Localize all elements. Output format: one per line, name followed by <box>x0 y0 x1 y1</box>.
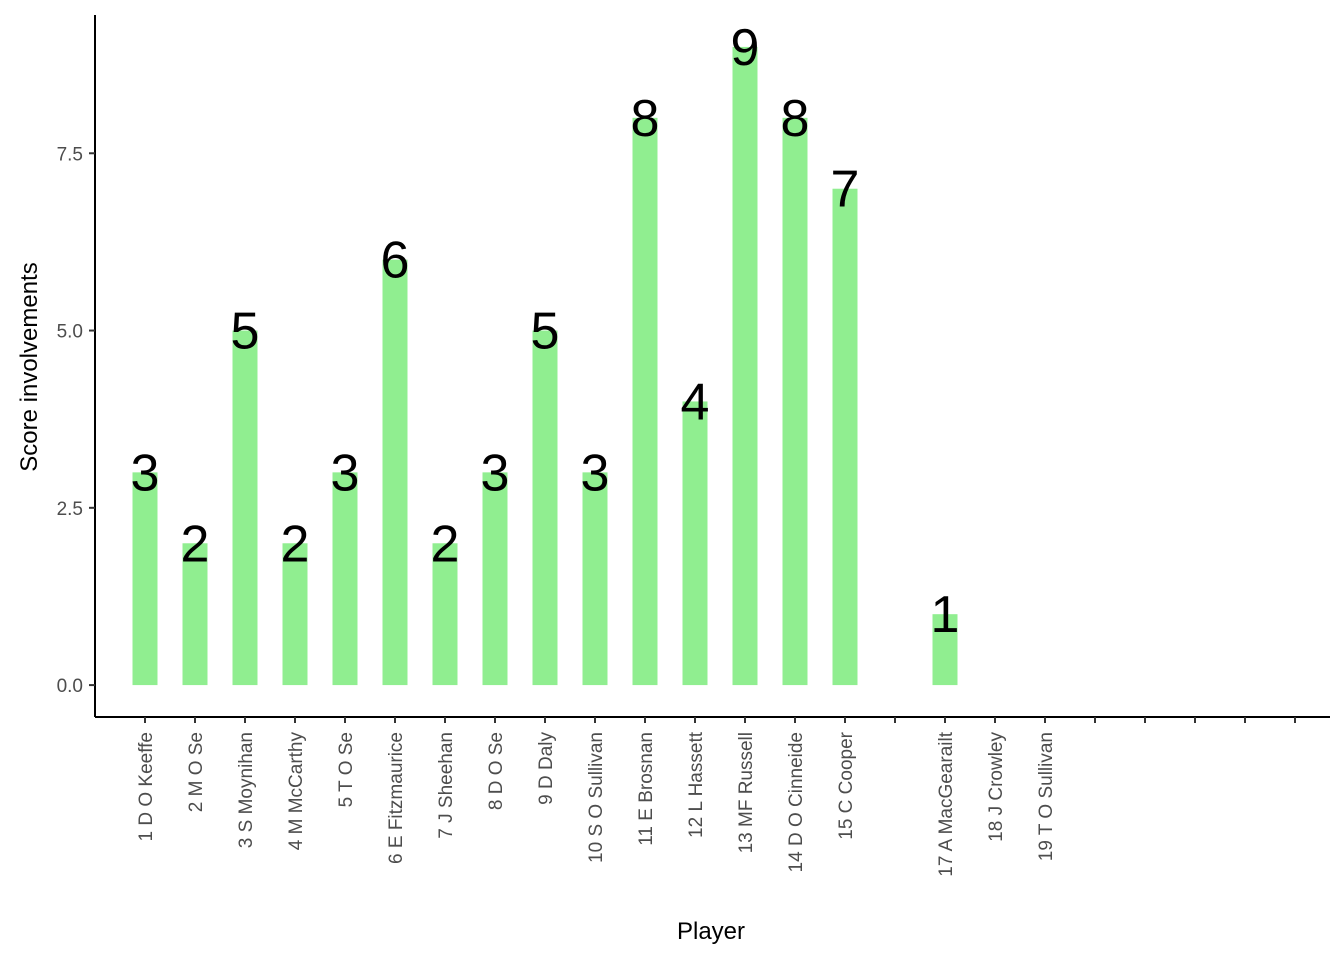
x-tick-label: 12 L Hassett <box>686 731 707 838</box>
data-label: 2 <box>181 515 210 573</box>
data-label: 4 <box>681 373 710 431</box>
x-tick-label: 10 S O Sullivan <box>586 732 607 863</box>
y-tick-label: 5.0 <box>57 322 83 343</box>
data-label: 3 <box>331 444 360 502</box>
x-tick-label: 4 M McCarthy <box>286 732 307 851</box>
x-tick-label: 9 D Daly <box>536 732 557 805</box>
bar <box>832 188 858 686</box>
bar <box>332 472 358 686</box>
x-axis-title: Player <box>677 918 745 945</box>
data-label: 8 <box>631 90 660 148</box>
data-label: 9 <box>731 19 760 77</box>
bar <box>632 117 658 686</box>
x-tick-label: 8 D O Se <box>486 732 507 810</box>
y-tick-label: 0.0 <box>57 676 83 697</box>
x-tick-label: 1 D O Keeffe <box>136 732 157 842</box>
bar <box>582 472 608 686</box>
x-tick-label: 11 E Brosnan <box>636 732 657 846</box>
data-label: 2 <box>281 515 310 573</box>
y-tick-label: 7.5 <box>57 144 83 165</box>
axes-layer: 0.0 2.5 5.0 7.5 1 D O Keeffe 2 M O Se 3 S Moyn… <box>57 15 1330 877</box>
bar <box>382 259 408 686</box>
y-tick-label: 2.5 <box>57 499 83 520</box>
x-tick-label: 6 E Fitzmaurice <box>386 732 407 864</box>
y-axis-title: Score involvements <box>16 262 43 471</box>
data-label: 5 <box>231 303 260 361</box>
data-label: 5 <box>531 303 560 361</box>
x-tick-label: 17 A MacGearailt <box>936 731 957 876</box>
x-tick-label: 13 MF Russell <box>736 732 757 853</box>
data-label: 1 <box>931 586 960 644</box>
bar <box>532 330 558 686</box>
x-tick-label: 19 T O Sullivan <box>1036 732 1057 861</box>
bar <box>182 543 208 686</box>
data-label: 3 <box>581 444 610 502</box>
x-tick-label: 18 J Crowley <box>986 732 1007 842</box>
data-label: 7 <box>831 161 860 219</box>
bar <box>932 614 958 686</box>
x-tick-label: 14 D O Cinneide <box>786 732 807 872</box>
x-tick-label: 15 C Cooper <box>836 731 857 839</box>
bar <box>432 543 458 686</box>
x-tick-label: 2 M O Se <box>186 732 207 812</box>
x-tick-label: 3 S Moynihan <box>236 732 257 848</box>
bar <box>132 472 158 686</box>
bar <box>232 330 258 686</box>
x-tick-label: 5 T O Se <box>336 732 357 807</box>
data-label: 6 <box>381 232 410 290</box>
data-label: 3 <box>131 444 160 502</box>
data-label: 2 <box>431 515 460 573</box>
bar <box>782 117 808 686</box>
bar <box>282 543 308 686</box>
data-label: 3 <box>481 444 510 502</box>
bar <box>482 472 508 686</box>
bar <box>682 401 708 686</box>
bars-layer <box>132 46 958 686</box>
data-label: 8 <box>781 90 810 148</box>
bar <box>732 46 758 686</box>
x-tick-label: 7 J Sheehan <box>436 732 457 839</box>
